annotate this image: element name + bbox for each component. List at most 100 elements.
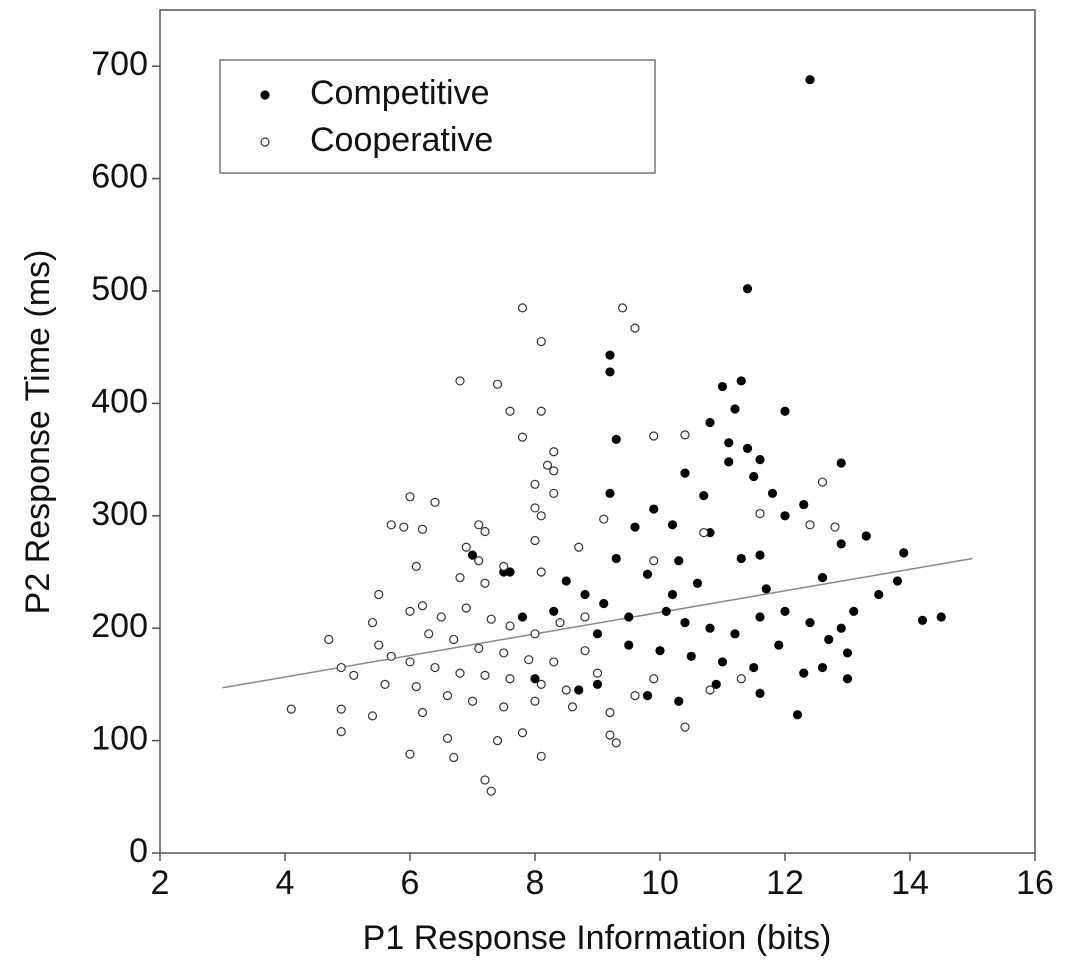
point [574,685,584,695]
plot-frame [159,9,1036,854]
point [461,542,471,552]
point [774,640,784,650]
point [655,646,665,656]
point [799,499,809,510]
point [474,556,484,566]
point [386,520,396,530]
point [417,524,428,534]
point [455,573,465,583]
point [730,629,740,639]
point [849,606,859,616]
point [711,679,721,690]
point [367,711,378,721]
point [642,691,653,701]
point [430,497,440,507]
point [349,670,359,681]
point [917,615,928,625]
point [492,379,503,389]
point [467,550,478,560]
point [611,738,621,748]
point [836,539,846,549]
point [649,504,659,514]
point [611,553,621,564]
point [536,336,546,347]
point [530,696,540,706]
point [742,284,753,294]
point [474,643,484,654]
point [817,573,828,583]
point [699,528,709,538]
point [842,674,853,684]
point [480,578,490,588]
y-tick-label: 600 [91,158,148,196]
point [605,367,615,377]
point [405,606,415,616]
point [611,434,621,444]
point [705,623,715,633]
point [505,674,515,684]
point [530,479,540,489]
x-tick-label: 14 [891,864,929,902]
point [480,670,490,681]
point [605,350,615,360]
point [561,576,571,586]
point [624,612,634,622]
point [436,612,446,622]
y-tick-label: 400 [91,382,148,420]
point [874,589,884,600]
point [767,488,778,498]
point [517,303,528,313]
point [736,674,746,684]
point [486,614,496,624]
point [755,612,765,622]
point [536,679,546,690]
legend-marker [260,90,270,100]
point [442,691,453,701]
point [736,376,746,386]
point [761,584,771,594]
point [892,576,903,586]
point [574,542,584,552]
point [617,303,628,313]
point [455,668,465,678]
point [561,685,571,695]
point [430,662,440,673]
legend-label: Cooperative [310,121,493,159]
point [717,381,728,392]
point [599,514,609,524]
point [749,662,759,673]
point [480,526,490,537]
point [405,492,415,502]
trend-line [222,557,973,689]
point [649,556,659,566]
point [605,707,615,718]
point [567,702,578,712]
point [530,503,540,513]
point [549,657,559,667]
point [449,634,459,645]
x-tick-label: 8 [526,864,545,902]
x-tick-label: 4 [276,864,295,902]
point [424,629,434,639]
point [717,657,728,667]
point [592,679,603,690]
legend-label: Competitive [310,74,490,112]
point [649,674,659,684]
point [724,457,734,467]
point [580,646,590,656]
point [555,617,565,628]
point [836,623,846,633]
point [386,651,396,661]
point [455,376,465,386]
point [724,438,734,448]
point [549,466,559,476]
point [630,323,640,333]
point [805,617,815,628]
point [499,702,509,712]
point [336,662,346,673]
point [817,662,828,673]
point [667,589,678,600]
point [549,447,559,457]
y-tick-label: 0 [129,832,148,870]
point [755,455,765,465]
